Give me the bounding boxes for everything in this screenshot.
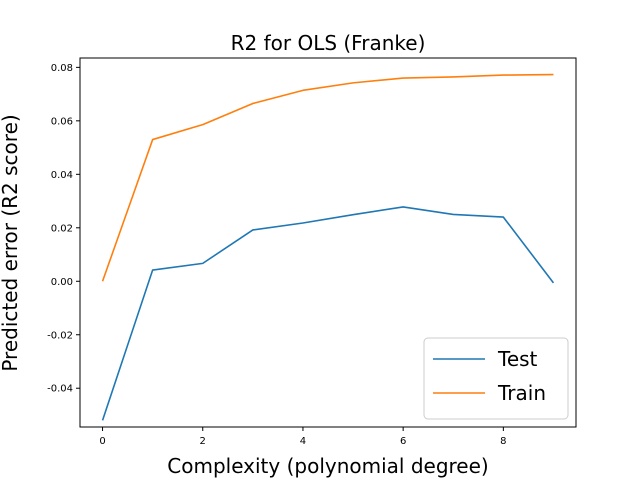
series-layer: [101, 73, 555, 421]
legend-box: [423, 337, 569, 420]
x-tick-label: 6: [400, 436, 406, 447]
series-line-train: [101, 73, 554, 282]
chart-title: R2 for OLS (Franke): [231, 31, 426, 55]
y-tick-label: -0.02: [47, 330, 73, 341]
x-axis-label: Complexity (polynomial degree): [167, 454, 488, 478]
legend-label-test: Test: [497, 347, 538, 371]
y-tick-label: -0.04: [47, 384, 73, 395]
axes-layer: 0 2 4 6 8 -0.04 -0.02 0.00 0.02 0.04 0.06 0.08: [47, 63, 506, 447]
y-tick-label: 0.00: [51, 277, 73, 288]
y-tick-label: 0.08: [51, 63, 73, 74]
legend-label-train: Train: [497, 381, 546, 405]
x-tick-label: 4: [300, 436, 306, 447]
y-tick-label: 0.04: [51, 170, 73, 181]
x-tick-label: 8: [500, 436, 506, 447]
series-line-test: [101, 206, 555, 421]
x-tick-label: 2: [200, 436, 206, 447]
legend: Test Train: [423, 337, 569, 420]
y-tick-label: 0.02: [51, 223, 73, 234]
x-tick-label: 0: [99, 436, 105, 447]
y-axis-label: Predicted error (R2 score): [0, 114, 22, 371]
plot-frame: [79, 57, 577, 428]
y-tick-label: 0.06: [51, 116, 73, 127]
